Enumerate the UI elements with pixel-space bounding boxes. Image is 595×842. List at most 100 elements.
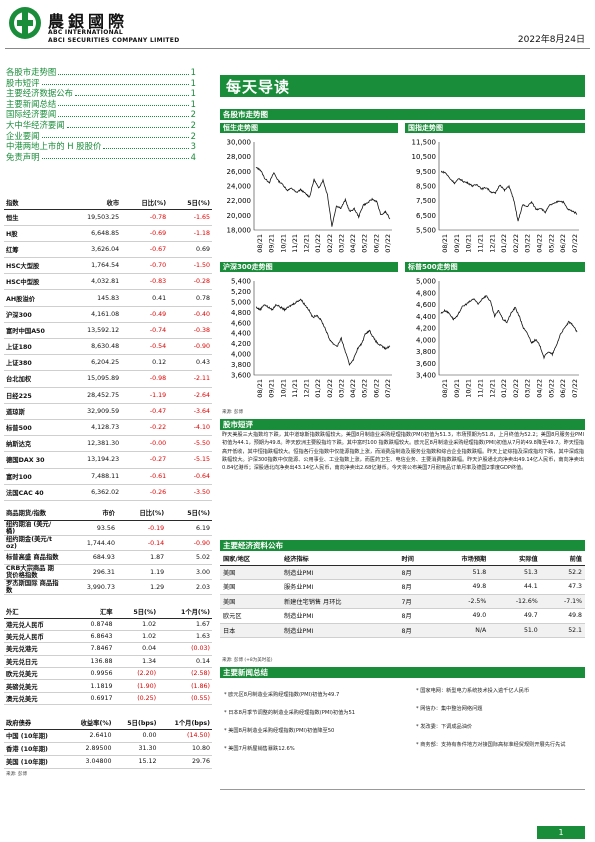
table-cell: 10.80 [191, 745, 210, 752]
column-header: 5日(%) [168, 196, 212, 210]
table-cell: 51.3 [523, 568, 538, 576]
table-row: 上证180 8,630.48 -0.54 -0.90 [4, 339, 212, 355]
column-header: 市价 [62, 506, 117, 522]
column-header: 市场预期 [432, 552, 490, 566]
table-cell: -3.50 [193, 488, 210, 496]
y-tick-label: 3,600 [231, 372, 251, 380]
column-header: 5日(%) [114, 606, 159, 619]
line-chart: 5,000 4,800 4,600 4,400 4,200 4,000 3,800 3,600… [416, 278, 579, 398]
table-cell: 47.3 [568, 583, 582, 591]
x-tick-label: 02/22 [512, 379, 520, 398]
fx-table: 外汇 汇率 5日(%) 1个月(%) 港元兑人民币 0.8748 1.02 1.67 美元兑人民… [4, 606, 212, 705]
x-tick-label: 03/22 [337, 379, 345, 398]
x-tick-label: 10/21 [279, 234, 287, 253]
x-tick-label: 07/22 [384, 234, 392, 253]
table-cell: -0.00 [149, 440, 167, 448]
table-cell: 44.1 [523, 583, 538, 591]
toc-item[interactable]: 大中华经济要闻 2 [6, 120, 196, 131]
table-cell: 日本 [223, 627, 236, 635]
table-cell: 0.41 [152, 294, 167, 302]
table-cell: 0.78 [195, 294, 210, 302]
x-tick-label: 08/21 [256, 379, 264, 398]
table-row: 纽约期金(美元/t oz) 1,744.40 -0.14 -0.90 [4, 536, 212, 551]
toc-item-page: 1 [190, 77, 196, 88]
chart-title-hsi: 恒生走势图 [220, 123, 398, 133]
page-number: 1 [537, 826, 585, 839]
table-cell: -0.19 [147, 524, 165, 532]
table-cell: -0.40 [193, 310, 210, 318]
table-cell: 4,032.81 [91, 278, 120, 286]
bond-source: 来源: 彭博 [6, 772, 27, 777]
table-cell: 制造业PMI [283, 627, 314, 635]
y-tick-label: 3,800 [416, 348, 436, 356]
table-row: AH股溢价 145.83 0.41 0.78 [4, 290, 212, 307]
table-cell: 12,381.30 [87, 440, 120, 448]
chart-hscei: 11,500 10,500 9,500 8,500 7,500 6,500 5,500 08/… [405, 136, 585, 260]
x-tick-label: 04/22 [349, 379, 357, 398]
table-cell: -2.11 [193, 375, 210, 383]
toc-item[interactable]: 国际经济要闻 2 [6, 109, 196, 120]
toc-item-label: 中港两地上市的 H 股股价 [6, 141, 102, 152]
toc-item[interactable]: 中港两地上市的 H 股股价 3 [6, 141, 196, 152]
x-tick-label: 11/21 [476, 379, 484, 398]
toc-item[interactable]: 免责声明 4 [6, 152, 196, 163]
x-tick-label: 08/21 [441, 379, 449, 398]
table-cell: 德国DAX 30 [6, 457, 45, 465]
toc-leader-dots [58, 67, 189, 75]
toc-item-page: 3 [190, 141, 196, 152]
table-cell: -0.83 [149, 278, 167, 286]
table-row: HSC中型股 4,032.81 -0.83 -0.28 [4, 274, 212, 290]
column-header: 时间 [398, 552, 433, 566]
table-cell: 136.88 [90, 657, 113, 665]
table-cell: -12.6% [515, 597, 538, 605]
toc-item[interactable]: 主要新闻总结 1 [6, 99, 196, 110]
table-cell: -0.64 [193, 472, 210, 480]
table-cell: -2.5% [468, 597, 487, 605]
table-cell: 1.34 [142, 657, 157, 665]
column-header: 日比(%) [121, 196, 169, 210]
table-cell: 6.19 [195, 524, 210, 532]
table-cell: H股 [6, 230, 18, 238]
table-row: 标普高盛 商品指数 684.93 1.87 5.02 [4, 551, 212, 565]
toc-item[interactable]: 股市短评 1 [6, 78, 196, 89]
table-cell: 4,161.08 [91, 310, 120, 318]
table-cell: 上证180 [6, 344, 32, 352]
table-cell: HSC中型股 [6, 279, 40, 287]
table-cell: 美元兑人民币 [6, 634, 44, 642]
bond-table: 政府债券 收益率(%) 5日(bps) 1个月(bps) 中国 (10年期) 2.6410… [4, 716, 212, 769]
series-line [255, 298, 391, 366]
y-tick-label: 11,500 [412, 139, 437, 147]
table-cell: -5.50 [193, 440, 210, 448]
toc-item-page: 1 [190, 98, 196, 109]
table-cell: 澳元兑美元 [6, 696, 38, 704]
table-cell: 沪深300 [6, 311, 32, 319]
toc-item[interactable]: 主要经济数据公布 1 [6, 88, 196, 99]
econ-section-title: 主要经济资料公布 [220, 540, 585, 551]
table-cell: 日经225 [6, 392, 32, 400]
table-cell: 美元兑日元 [6, 658, 38, 666]
chart-axis [253, 142, 392, 231]
table-row: 欧元区 制造业PMI 8月 49.0 49.7 49.8 [220, 609, 585, 623]
toc-item[interactable]: 企业要闻 2 [6, 131, 196, 142]
toc-item[interactable]: 各股市走势图 1 [6, 67, 196, 78]
table-row: 上证380 6,204.25 0.12 0.43 [4, 355, 212, 371]
x-tick-label: 04/22 [536, 234, 544, 253]
x-tick-label: 01/22 [500, 379, 508, 398]
table-cell: -1.50 [193, 262, 210, 270]
table-row: 中国 (10年期) 2.6410 0.00 (14.50) [4, 729, 212, 742]
table-cell: 制造业PMI [283, 569, 314, 577]
table-row: 红筹 3,626.04 -0.67 0.69 [4, 241, 212, 258]
news-left-column: * 欧元区8月制造业采购经理指数(PMI)初值为49.7 * 日本8月季节调整的制… [224, 692, 409, 764]
table-cell: -5.15 [193, 456, 210, 464]
x-tick-label: 07/22 [384, 379, 392, 398]
table-cell: 2.89500 [85, 745, 112, 752]
y-tick-label: 4,400 [231, 330, 251, 338]
table-cell: 欧元区 [223, 613, 242, 621]
toc-item-label: 股市短评 [6, 77, 40, 88]
news-item: * 美国7月新屋销售暴跌12.6% [224, 746, 295, 752]
x-tick-label: 10/21 [465, 234, 473, 253]
column-header: 外汇 [4, 606, 73, 619]
column-header: 5日(bps) [113, 716, 159, 730]
table-cell: 纽约期金(美元/t oz) [6, 536, 52, 551]
table-cell: -0.61 [149, 472, 167, 480]
